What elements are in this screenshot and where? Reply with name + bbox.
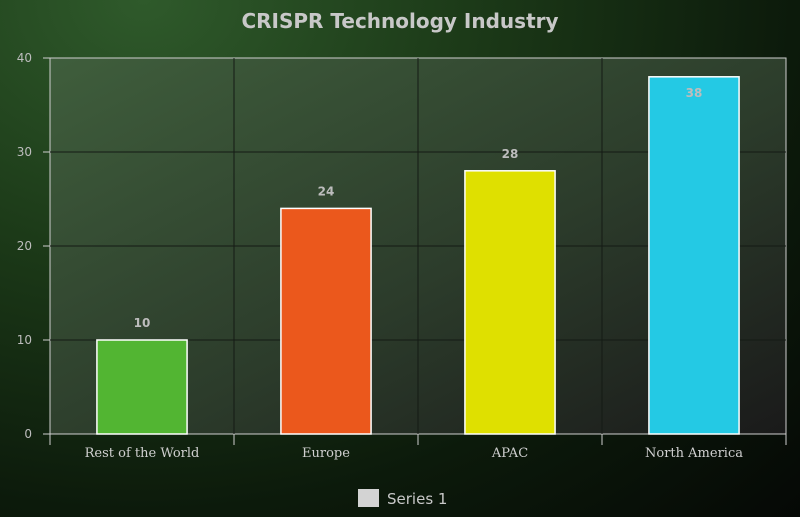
bar-north-america (648, 76, 740, 435)
xtick-label-apac: APAC (491, 446, 528, 461)
chart-title: CRISPR Technology Industry (241, 9, 558, 33)
data-label-apac: 28 (502, 147, 519, 161)
xtick-label-rest-of-the-world: Rest of the World (85, 446, 200, 461)
ytick-label-40: 40 (17, 51, 32, 65)
legend-swatch (358, 489, 379, 507)
ytick-label-20: 20 (17, 239, 32, 253)
xtick-label-europe: Europe (302, 446, 350, 461)
bar-europe (280, 207, 372, 435)
bar-rest-of-the-world (96, 339, 188, 435)
data-label-europe: 24 (318, 184, 335, 198)
axes: 0 10 20 30 40 Rest of the World Europe APAC Nort… (17, 51, 787, 461)
data-labels: 10 24 28 38 (134, 86, 703, 330)
xtick-label-north-america: North America (645, 446, 743, 461)
data-label-rest-of-the-world: 10 (134, 316, 151, 330)
legend: Series 1 (358, 489, 447, 508)
legend-label-series-1: Series 1 (387, 490, 447, 508)
ytick-label-10: 10 (17, 333, 32, 347)
ytick-label-0: 0 (24, 427, 32, 441)
ytick-label-30: 30 (17, 145, 32, 159)
bar-apac (464, 170, 556, 435)
data-label-north-america: 38 (686, 86, 703, 100)
bars (96, 76, 740, 435)
